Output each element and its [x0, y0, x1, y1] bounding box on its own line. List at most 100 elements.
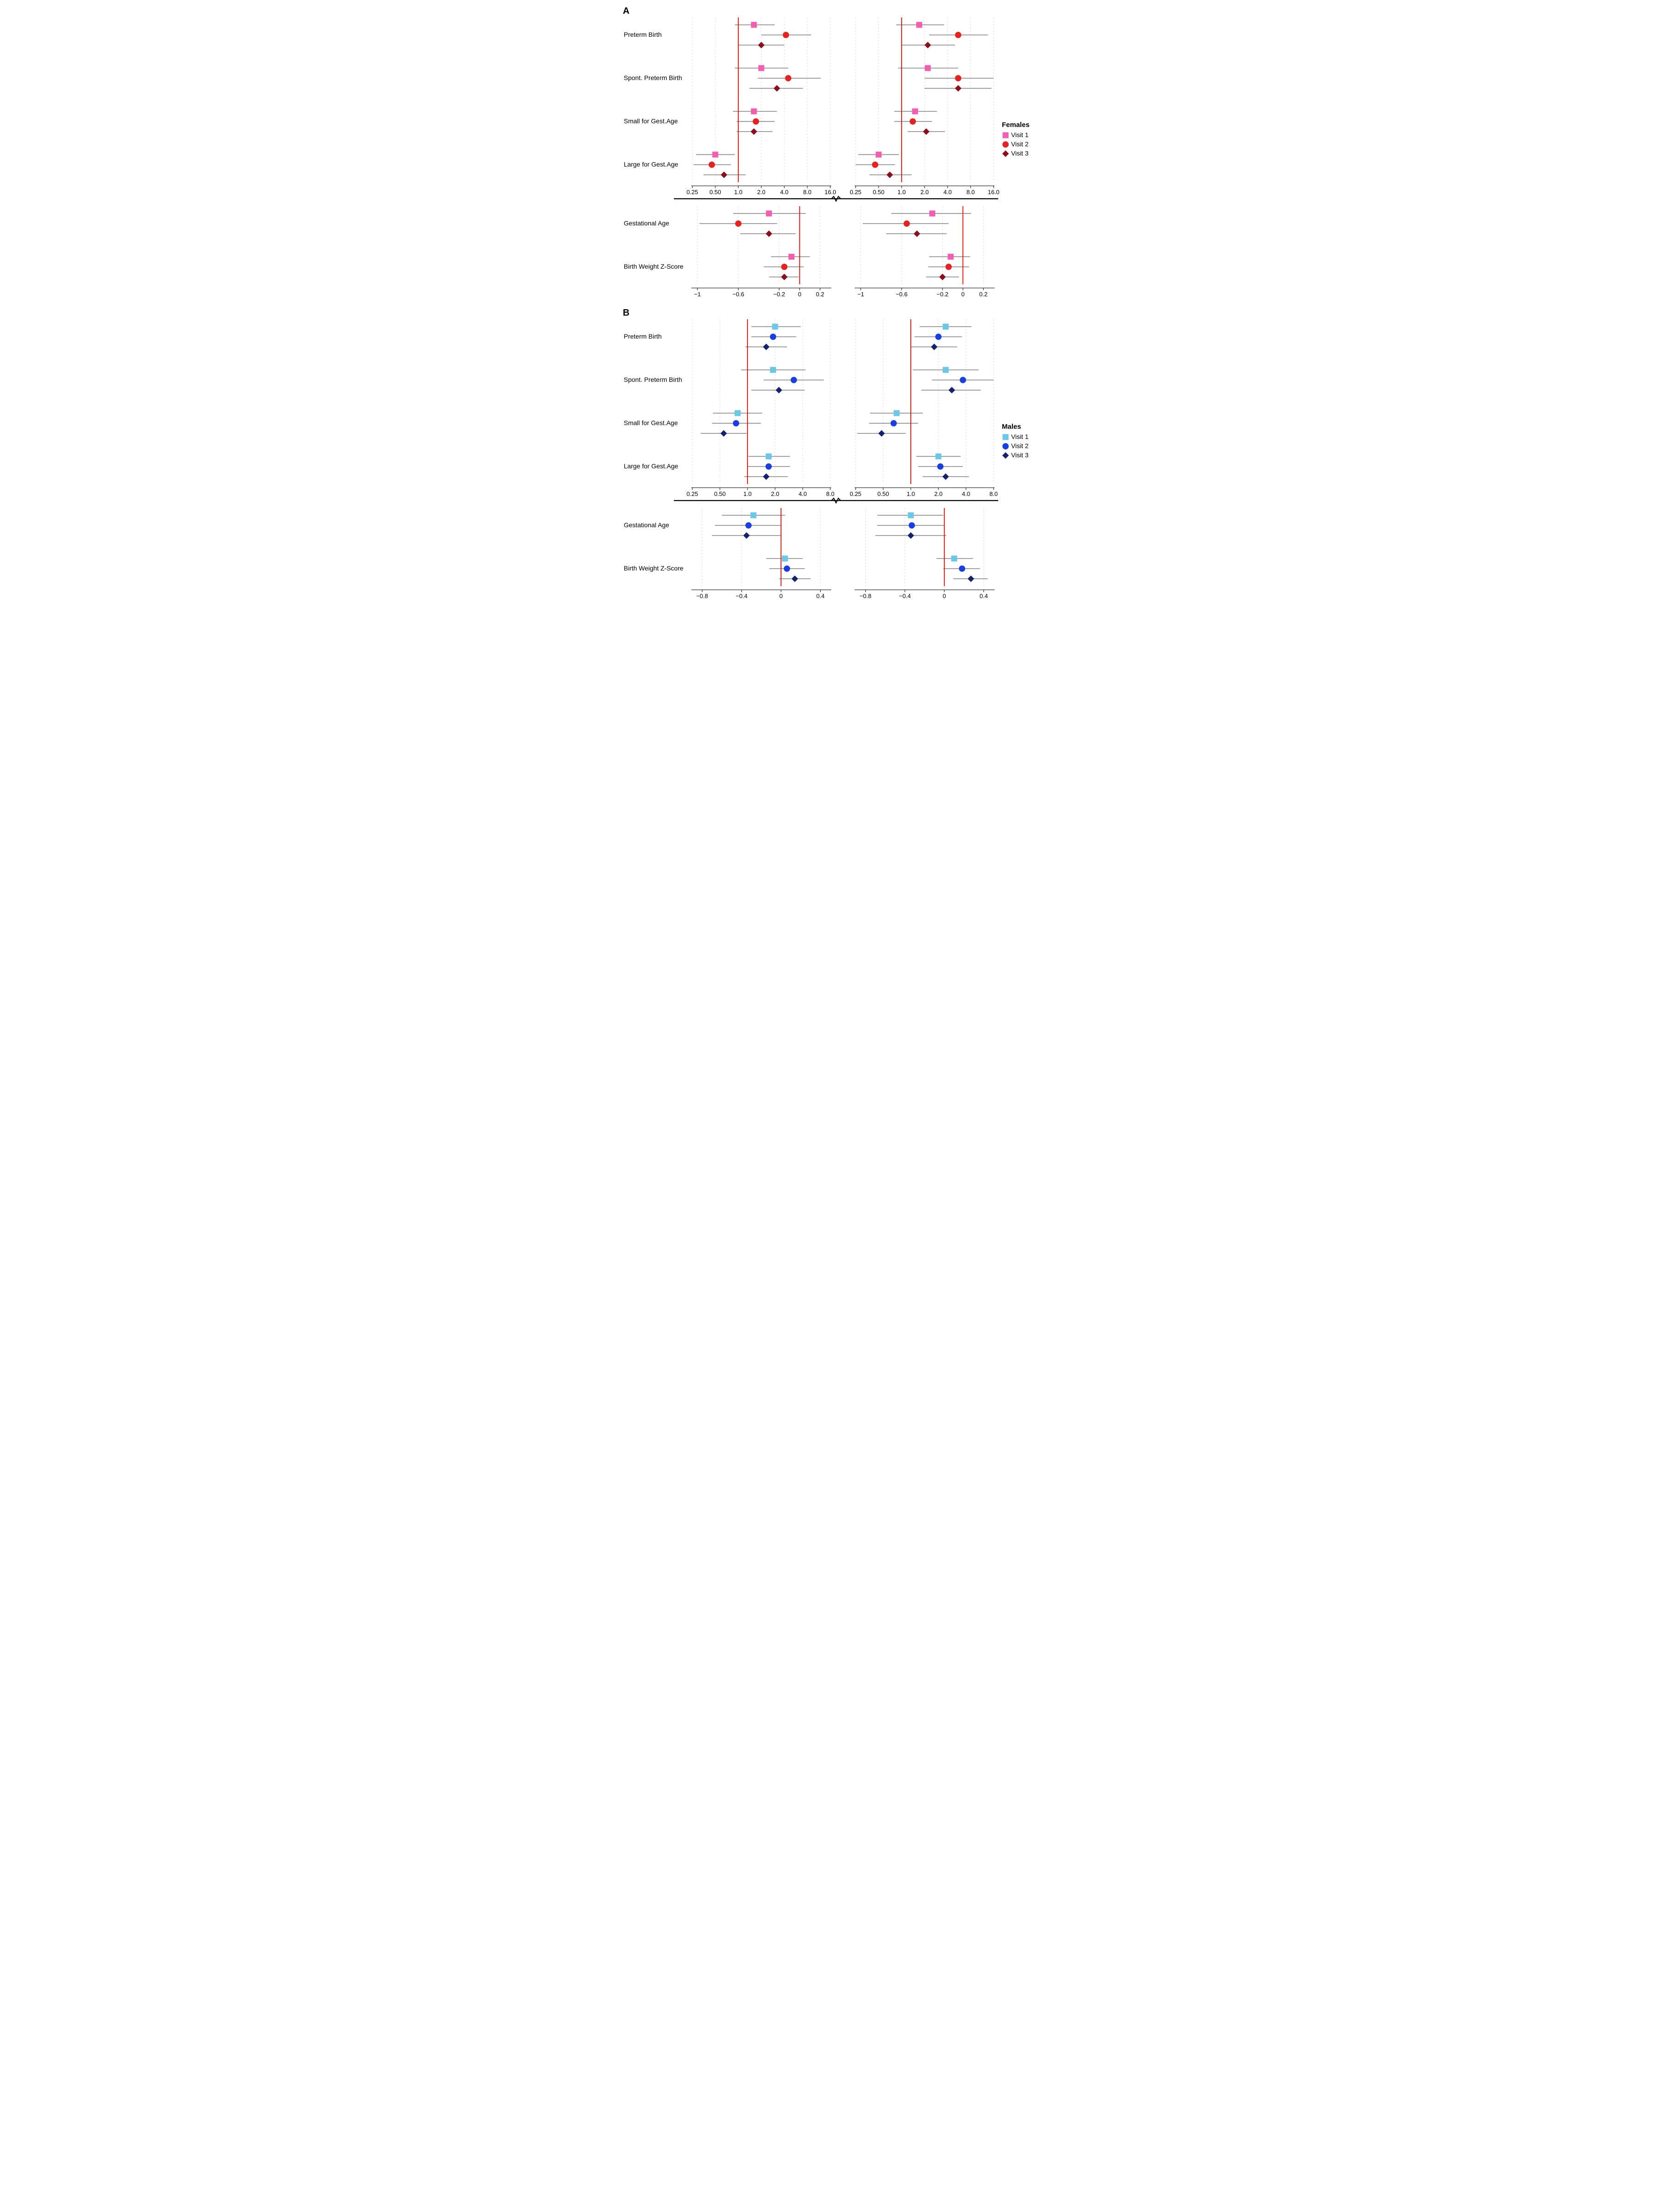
- tick-label: 0: [943, 593, 946, 599]
- point-marker: [776, 387, 782, 393]
- tick-label: 16.0: [988, 189, 999, 196]
- point-marker: [916, 22, 922, 28]
- point-marker: [758, 42, 765, 48]
- point-marker: [876, 152, 882, 158]
- point-marker: [788, 254, 794, 260]
- point-marker: [891, 420, 897, 426]
- point-marker: [968, 576, 974, 582]
- tick-label: −0.2: [937, 291, 949, 298]
- tick-label: 2.0: [771, 490, 779, 497]
- point-marker: [774, 85, 780, 92]
- row-label: Birth Weight Z-Score: [624, 263, 684, 270]
- point-marker: [943, 473, 949, 480]
- point-marker: [766, 230, 772, 237]
- point-marker: [872, 161, 879, 168]
- legend-title: Females: [1002, 121, 1029, 129]
- point-marker: [909, 118, 916, 125]
- point-marker: [753, 118, 759, 125]
- point-marker: [751, 109, 757, 115]
- point-marker: [955, 32, 961, 38]
- row-label: Gestational Age: [624, 219, 669, 227]
- legend-marker-circle: [1002, 141, 1009, 148]
- tick-label: 0.50: [877, 490, 889, 497]
- tick-label: −0.8: [696, 593, 708, 599]
- point-marker: [709, 161, 715, 168]
- point-marker: [791, 377, 797, 383]
- legend-item-label: Visit 2: [1011, 140, 1029, 148]
- tick-label: 16.0: [824, 189, 836, 196]
- point-marker: [931, 344, 937, 350]
- point-marker: [772, 324, 778, 330]
- row-label: Large for Gest.Age: [624, 462, 678, 470]
- tick-label: 0.50: [873, 189, 884, 196]
- tick-label: 2.0: [757, 189, 765, 196]
- panel-B: BPreterm BirthSpont. Preterm BirthSmall …: [623, 308, 1029, 599]
- tick-label: −0.6: [732, 291, 744, 298]
- panel-A: APreterm BirthSpont. Preterm BirthSmall …: [623, 6, 1029, 298]
- tick-label: 0.50: [714, 490, 725, 497]
- tick-label: 0.25: [850, 189, 861, 196]
- point-marker: [765, 463, 772, 470]
- legend-item-label: Visit 3: [1011, 451, 1029, 459]
- point-marker: [959, 565, 966, 572]
- tick-label: 1.0: [897, 189, 906, 196]
- figure-page: A Preterm Birth Spont. Preterm Birth Small …: [612, 0, 1044, 621]
- point-marker: [948, 254, 954, 260]
- row-label: Preterm Birth: [624, 31, 661, 38]
- tick-label: 8.0: [826, 490, 834, 497]
- row-label: Spont. Preterm Birth: [624, 74, 682, 81]
- tick-label: 0: [798, 291, 801, 298]
- point-marker: [943, 324, 949, 330]
- tick-label: −1: [694, 291, 701, 298]
- tick-label: 4.0: [943, 189, 952, 196]
- point-marker: [914, 230, 920, 237]
- point-marker: [923, 128, 929, 135]
- figure-svg: A Preterm Birth Spont. Preterm Birth Small …: [621, 5, 1035, 612]
- point-marker: [908, 522, 915, 529]
- point-marker: [751, 22, 757, 28]
- legend-marker-square: [1003, 434, 1009, 440]
- point-marker: [929, 211, 935, 217]
- point-marker: [763, 473, 770, 480]
- point-marker: [720, 430, 727, 437]
- row-label: Spont. Preterm Birth: [624, 376, 682, 383]
- point-marker: [925, 42, 931, 48]
- point-marker: [935, 334, 942, 340]
- tick-label: 0.4: [980, 593, 988, 599]
- point-marker: [939, 274, 946, 280]
- point-marker: [886, 172, 893, 178]
- panel-tag: A: [623, 6, 629, 16]
- point-marker: [759, 65, 765, 71]
- point-marker: [908, 532, 914, 539]
- tick-label: 0: [961, 291, 965, 298]
- row-label: Small for Gest.Age: [624, 419, 678, 426]
- point-marker: [765, 454, 771, 460]
- point-marker: [955, 75, 961, 81]
- tick-label: 0.50: [709, 189, 721, 196]
- tick-label: 8.0: [989, 490, 998, 497]
- point-marker: [751, 128, 757, 135]
- point-marker: [770, 367, 776, 373]
- point-marker: [743, 532, 750, 539]
- point-marker: [951, 556, 957, 562]
- tick-label: 4.0: [799, 490, 807, 497]
- point-marker: [925, 65, 931, 71]
- tick-label: −0.8: [860, 593, 872, 599]
- point-marker: [782, 556, 788, 562]
- point-marker: [936, 454, 942, 460]
- tick-label: 1.0: [907, 490, 915, 497]
- point-marker: [878, 430, 885, 437]
- panel-tag: B: [623, 308, 629, 318]
- tick-label: 0.2: [816, 291, 824, 298]
- point-marker: [792, 576, 798, 582]
- point-marker: [770, 334, 776, 340]
- tick-label: −0.4: [736, 593, 748, 599]
- tick-label: 0: [779, 593, 782, 599]
- point-marker: [894, 410, 900, 416]
- point-marker: [721, 172, 727, 178]
- legend-item-label: Visit 3: [1011, 150, 1029, 157]
- tick-label: 0.25: [686, 189, 698, 196]
- point-marker: [750, 513, 756, 518]
- tick-label: 0.25: [686, 490, 698, 497]
- row-label: Large for Gest.Age: [624, 161, 678, 168]
